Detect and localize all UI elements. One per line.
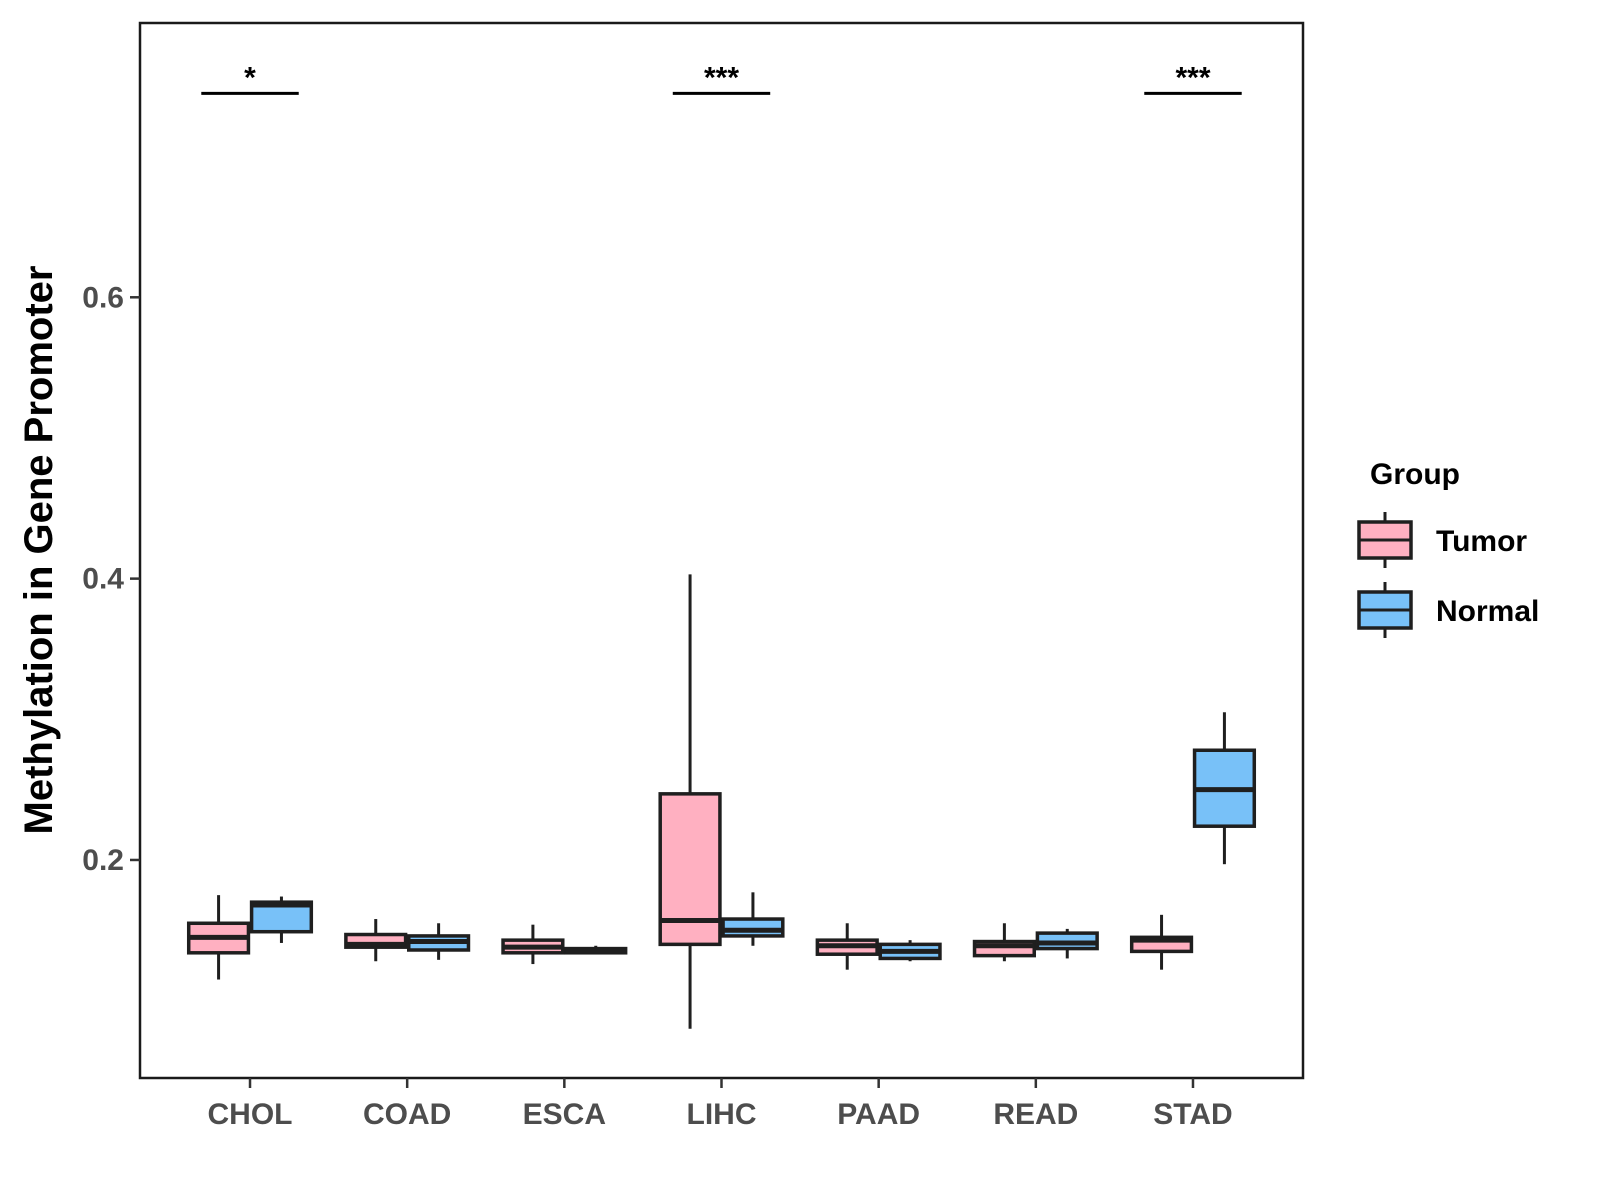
x-tick-label: COAD	[363, 1098, 451, 1131]
boxes-layer	[186, 574, 1257, 1029]
significance-label: ***	[704, 61, 739, 94]
box-esca-normal	[564, 945, 628, 955]
legend-label-tumor: Tumor	[1436, 525, 1527, 558]
y-tick-label: 0.6	[82, 281, 124, 314]
box-esca-tumor	[501, 924, 565, 965]
x-tick-label: ESCA	[523, 1098, 606, 1131]
x-tick-label: LIHC	[687, 1098, 757, 1131]
significance-layer: * *** ***	[201, 61, 1242, 95]
x-tick-label: PAAD	[837, 1098, 920, 1131]
box-coad-tumor	[344, 919, 408, 962]
y-tick-label: 0.2	[82, 844, 124, 877]
significance-label: *	[244, 61, 256, 94]
box-read-tumor	[972, 923, 1037, 962]
x-axis: CHOL COAD ESCA LIHC PAAD READ STAD	[208, 1078, 1233, 1131]
x-tick-label: STAD	[1153, 1098, 1232, 1131]
box-stad-tumor	[1129, 914, 1194, 970]
box-coad-normal	[406, 923, 471, 960]
legend-label-normal: Normal	[1436, 595, 1539, 628]
legend: Group Tumor Normal	[1357, 458, 1539, 638]
box-lihc-tumor	[658, 574, 722, 1029]
box-body	[721, 917, 785, 938]
significance-label: ***	[1175, 61, 1210, 94]
y-axis-title: Methylation in Gene Promoter	[17, 266, 61, 835]
box-chol-normal	[249, 896, 314, 943]
y-axis: 0.2 0.4 0.6	[82, 281, 140, 877]
box-lihc-normal	[721, 892, 785, 946]
box-stad-normal	[1192, 712, 1257, 865]
box-chol-tumor	[186, 895, 251, 980]
box-paad-tumor	[815, 923, 879, 970]
legend-title: Group	[1370, 458, 1460, 491]
x-tick-label: CHOL	[208, 1098, 293, 1131]
y-tick-label: 0.4	[82, 563, 124, 596]
x-tick-label: READ	[993, 1098, 1078, 1131]
box-read-normal	[1035, 928, 1099, 959]
box-paad-normal	[878, 940, 942, 962]
